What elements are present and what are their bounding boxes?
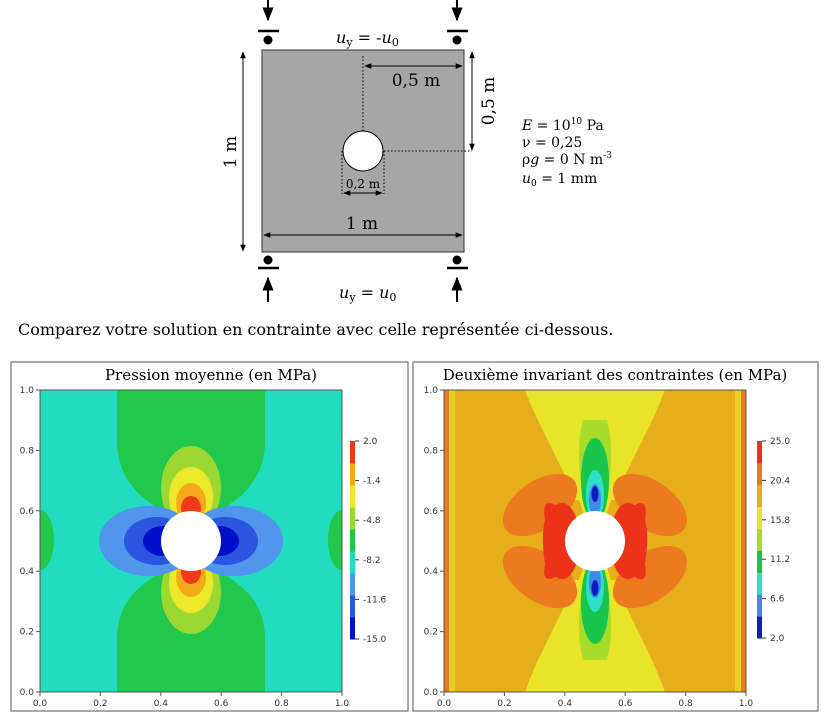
stress-invariant-colorbar-swatch xyxy=(757,528,762,551)
mean-pressure-x-tick-label: 0.4 xyxy=(154,699,169,709)
stress-invariant-title: Deuxième invariant des contraintes (en M… xyxy=(443,366,788,384)
stress-invariant-colorbar: 25.0 20.4 15.8 11.2 6.6 2.0 xyxy=(757,437,790,644)
stress-invariant-x-tick-label: 1.0 xyxy=(739,699,754,709)
mean-pressure-colorbar-swatch xyxy=(350,529,355,552)
mean-pressure-colorbar-label: -11.6 xyxy=(363,595,387,605)
instruction-text: Comparez votre solution en contrainte av… xyxy=(18,320,613,339)
mean-pressure-colorbar-label: -1.4 xyxy=(363,477,381,487)
bottom-left-support xyxy=(258,255,279,302)
svg-text:E = 1010 Pa: E = 1010 Pa xyxy=(521,117,604,134)
stress-invariant-colorbar-swatch xyxy=(757,484,762,508)
mean-pressure-x-tick-label: 0.0 xyxy=(33,699,48,709)
mean-pressure-x-tick-label: 0.6 xyxy=(214,699,229,709)
mean-pressure-x-tick-label: 0.2 xyxy=(93,699,107,709)
stress-invariant-y-tick-label: 0.8 xyxy=(424,446,439,456)
mean-pressure-colorbar-label: -8.2 xyxy=(363,556,381,566)
mean-pressure-colorbar-swatch xyxy=(350,441,355,464)
top-displacement-label: uy = -u0 xyxy=(336,28,399,49)
mean-pressure-y-tick-label: 0.8 xyxy=(20,446,35,456)
material-parameters: E = 1010 Pa ν = 0,25 ρg = 0 N m-3 u0 = 1… xyxy=(521,117,612,189)
stress-invariant-y-tick-label: 0.6 xyxy=(424,507,439,517)
mean-pressure-y-tick-label: 0.4 xyxy=(20,567,35,577)
stress-invariant-colorbar-label: 6.6 xyxy=(770,595,785,605)
dim-label-hole: 0,2 m xyxy=(346,177,381,191)
svg-text:u0 = 1 mm: u0 = 1 mm xyxy=(522,171,597,189)
stress-invariant-colorbar-label: 11.2 xyxy=(770,555,790,565)
stress-invariant-y-tick-label: 1.0 xyxy=(424,386,439,396)
mean-pressure-colorbar-label: 2.0 xyxy=(363,437,378,447)
top-right-support xyxy=(447,0,468,45)
bottom-right-support xyxy=(447,255,468,302)
stress-invariant-colorbar-swatch xyxy=(757,462,762,486)
stress-invariant-colorbar-swatch xyxy=(757,594,762,617)
stress-invariant-axes: 0.0 0.2 0.4 0.6 0.8 1.0 0.0 0.2 0.4 0.6 0.8 1.0 xyxy=(424,386,754,709)
mean-pressure-colorbar-swatch xyxy=(350,573,355,596)
mean-pressure-x-tick-label: 0.8 xyxy=(274,699,289,709)
stress-invariant-field xyxy=(444,390,746,692)
problem-diagram: uy = -u0 uy = u0 0,5 m 0,5 m 1 m 1 m 0,2… xyxy=(221,0,612,304)
stress-invariant-colorbar-label: 25.0 xyxy=(770,437,790,447)
mean-pressure-colorbar-label: -15.0 xyxy=(363,635,387,645)
mean-pressure-x-tick-label: 1.0 xyxy=(335,699,350,709)
mean-pressure-colorbar-swatch xyxy=(350,507,355,530)
stress-invariant-colorbar-label: 15.8 xyxy=(770,516,790,526)
dim-label-half-width: 0,5 m xyxy=(392,71,441,91)
mean-pressure-colorbar-swatch xyxy=(350,617,355,640)
mean-pressure-title: Pression moyenne (en MPa) xyxy=(105,366,317,384)
mean-pressure-colorbar-swatch xyxy=(350,595,355,618)
stress-invariant-y-tick-label: 0.2 xyxy=(424,628,438,638)
mean-pressure-field xyxy=(40,390,342,692)
mean-pressure-y-tick-label: 0.2 xyxy=(20,628,34,638)
stress-invariant-x-tick-label: 0.4 xyxy=(558,699,573,709)
stress-invariant-plot: Deuxième invariant des contraintes (en M… xyxy=(412,361,819,712)
dim-label-half-height: 0,5 m xyxy=(479,77,499,126)
mean-pressure-colorbar-swatch xyxy=(350,551,355,574)
stress-invariant-y-tick-label: 0.0 xyxy=(424,688,439,698)
mean-pressure-colorbar-swatch xyxy=(350,463,355,486)
bottom-displacement-label: uy = u0 xyxy=(339,283,396,304)
stress-invariant-x-tick-label: 0.6 xyxy=(618,699,633,709)
mean-pressure-axes: 0.0 0.2 0.4 0.6 0.8 1.0 0.0 0.2 0.4 0.6 0.8 1.0 xyxy=(20,386,350,709)
stress-invariant-colorbar-swatch xyxy=(757,550,762,573)
stress-invariant-x-tick-label: 0.2 xyxy=(497,699,511,709)
stress-invariant-colorbar-swatch xyxy=(757,506,762,530)
mean-pressure-colorbar-label: -4.8 xyxy=(363,516,381,526)
stress-invariant-colorbar-swatch xyxy=(757,572,762,595)
svg-text:ρg = 0 N m-3: ρg = 0 N m-3 xyxy=(522,151,612,168)
stress-invariant-colorbar-swatch xyxy=(757,616,762,639)
stress-invariant-colorbar-label: 20.4 xyxy=(770,476,790,486)
mean-pressure-plot: Pression moyenne (en MPa) xyxy=(10,361,409,712)
svg-text:ν = 0,25: ν = 0,25 xyxy=(522,135,582,151)
hole xyxy=(342,130,384,172)
top-left-support xyxy=(258,0,279,45)
mean-pressure-colorbar: 2.0 -1.4 -4.8 -8.2 -11.6 -15.0 xyxy=(350,437,387,645)
dim-label-height: 1 m xyxy=(221,136,241,168)
stress-invariant-colorbar-swatch xyxy=(757,441,762,464)
dim-label-width: 1 m xyxy=(346,214,378,234)
stress-invariant-y-tick-label: 0.4 xyxy=(424,567,439,577)
mean-pressure-colorbar-swatch xyxy=(350,485,355,508)
mean-pressure-y-tick-label: 0.0 xyxy=(20,688,35,698)
stress-invariant-colorbar-label: 2.0 xyxy=(770,634,785,644)
stress-invariant-x-tick-label: 0.8 xyxy=(678,699,693,709)
stress-invariant-x-tick-label: 0.0 xyxy=(437,699,452,709)
mean-pressure-y-tick-label: 0.6 xyxy=(20,507,35,517)
mean-pressure-y-tick-label: 1.0 xyxy=(20,386,35,396)
